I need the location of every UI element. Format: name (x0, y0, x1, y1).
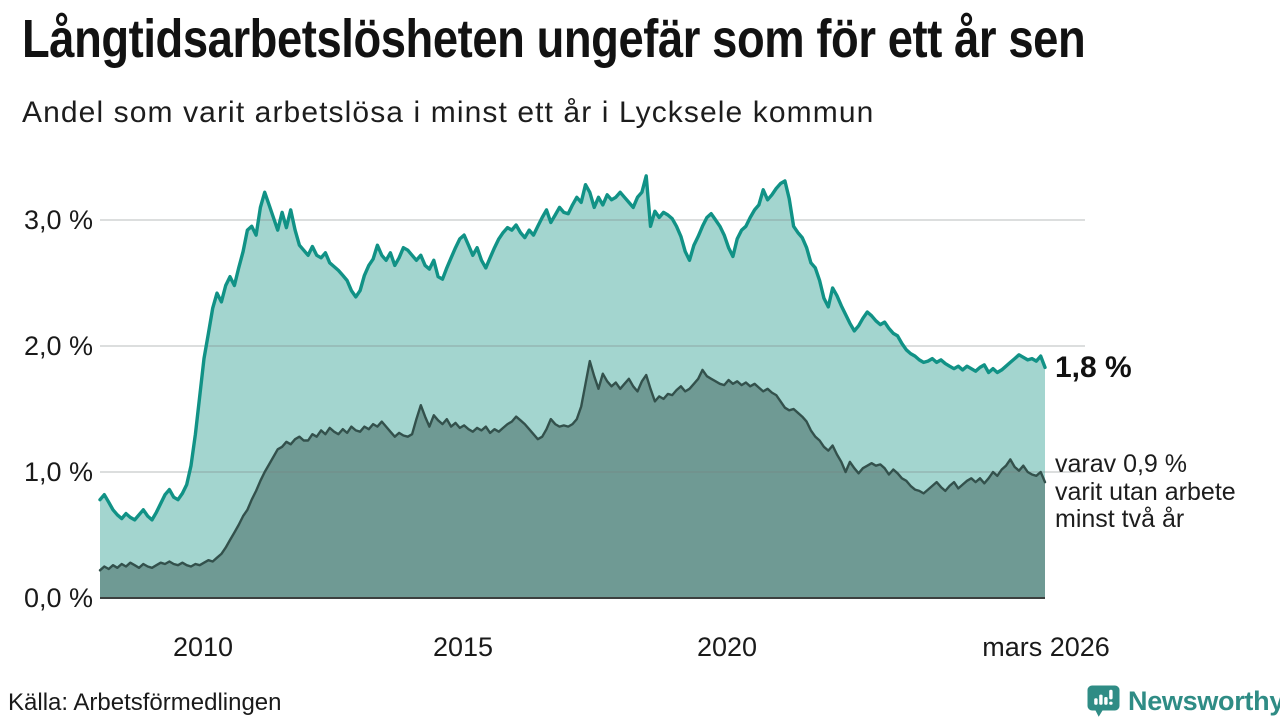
series-end-label-two-years: varav 0,9 % varit utan arbete minst två … (1055, 450, 1236, 534)
x-axis-tick-mars-2026: mars 2026 (982, 632, 1110, 662)
newsworthy-logo: Newsworthy (1087, 684, 1280, 718)
y-axis-tick-1: 1,0 % (23, 457, 93, 487)
series-end-label-two-years-line3: minst två år (1055, 505, 1185, 533)
source-attribution: Källa: Arbetsförmedlingen (8, 689, 282, 716)
newsworthy-wordmark: Newsworthy (1128, 686, 1280, 716)
x-axis-tick-2015: 2015 (432, 632, 494, 662)
chart-title: Långtidsarbetslösheten ungefär som för e… (22, 9, 1086, 69)
series-end-label-two-years-line1: varav 0,9 % (1055, 450, 1188, 478)
series-end-label-one-year: 1,8 % (1055, 351, 1132, 384)
x-axis-tick-2010: 2010 (172, 632, 234, 662)
x-axis-tick-2020: 2020 (696, 632, 758, 662)
chart-subtitle: Andel som varit arbetslösa i minst ett å… (22, 96, 875, 129)
newsworthy-speech-bubble-icon (1087, 685, 1120, 717)
series-end-label-two-years-line2: varit utan arbete (1055, 477, 1236, 506)
y-axis-tick-2: 2,0 % (23, 331, 93, 361)
y-axis-tick-0: 0,0 % (23, 583, 93, 613)
y-axis-tick-3: 3,0 % (23, 205, 93, 235)
